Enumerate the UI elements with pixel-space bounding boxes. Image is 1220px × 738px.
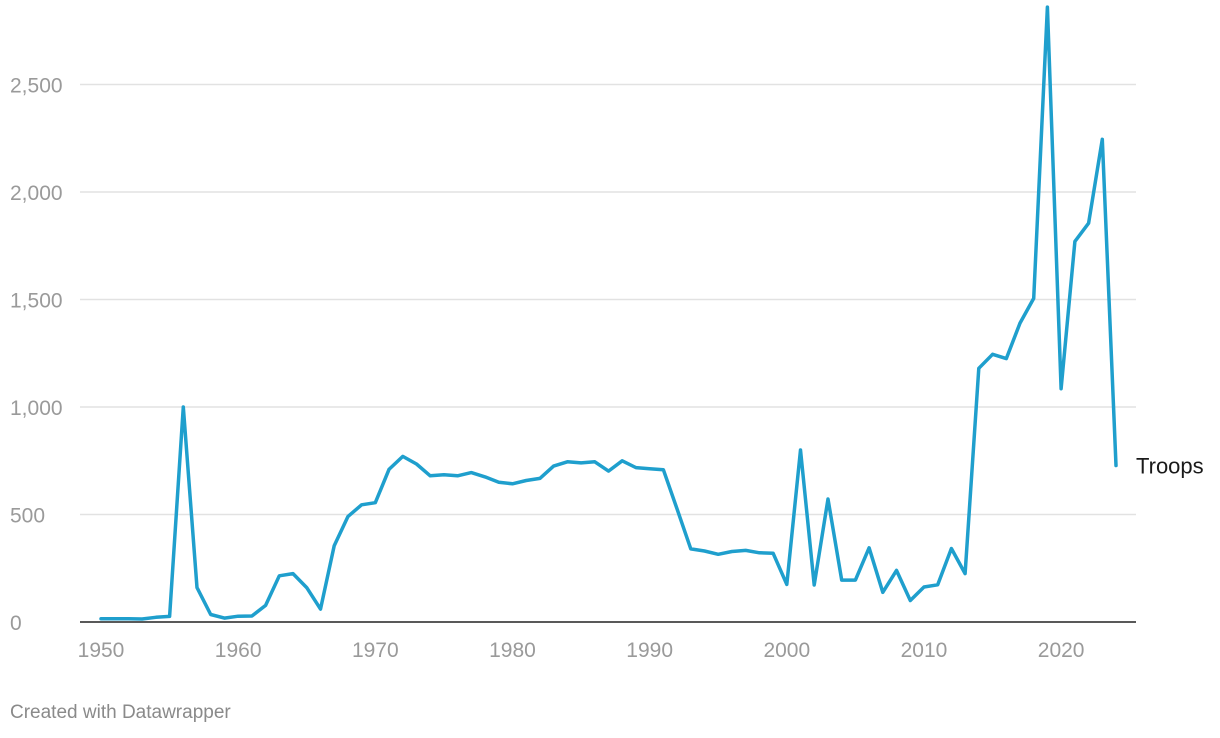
series-label-troops: Troops <box>1136 453 1204 478</box>
y-tick-label: 2,000 <box>10 182 63 205</box>
x-tick-label: 2010 <box>901 639 948 662</box>
line-chart: 0 500 1,000 1,500 2,000 2,500 1950 1960 1970 198… <box>10 5 1204 662</box>
x-tick-label: 1980 <box>489 639 536 662</box>
datawrapper-credit: Created with Datawrapper <box>10 702 231 723</box>
x-tick-label: 1990 <box>626 639 673 662</box>
y-axis-tick-labels: 0 500 1,000 1,500 2,000 2,500 <box>10 75 63 636</box>
x-tick-label: 1970 <box>352 639 399 662</box>
x-tick-label: 1960 <box>215 639 262 662</box>
y-tick-label: 2,500 <box>10 75 63 98</box>
series-line-troops <box>99 5 1118 621</box>
y-tick-label: 500 <box>10 505 45 528</box>
y-tick-label: 0 <box>10 612 22 635</box>
y-tick-label: 1,000 <box>10 397 63 420</box>
x-axis-tick-labels: 1950 1960 1970 1980 1990 2000 2010 2020 <box>78 639 1085 662</box>
x-tick-label: 2000 <box>763 639 810 662</box>
y-gridlines <box>80 83 1136 516</box>
series-group: Troops <box>99 5 1204 621</box>
x-tick-label: 1950 <box>78 639 125 662</box>
y-tick-label: 1,500 <box>10 290 63 313</box>
x-tick-label: 2020 <box>1038 639 1085 662</box>
